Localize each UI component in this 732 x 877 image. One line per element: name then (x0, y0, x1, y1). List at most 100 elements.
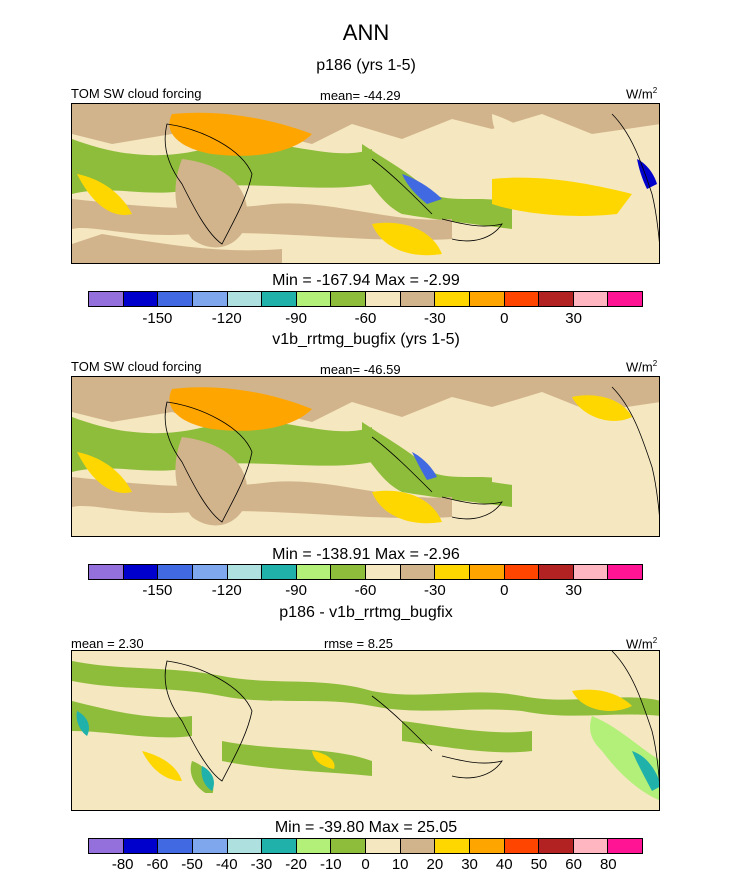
colorbar-swatch (89, 565, 124, 579)
panel-2-minmax: Min = -138.91 Max = -2.96 (272, 546, 460, 563)
panel-2-mean-label: mean= -46.59 (320, 362, 401, 377)
colorbar-tick-label: -150 (142, 310, 173, 327)
colorbar-swatch (262, 565, 297, 579)
colorbar-tick-label: 40 (495, 856, 513, 873)
colorbar-swatch (296, 292, 332, 306)
panel-1-mean-label: mean= -44.29 (320, 88, 401, 103)
panel-1-title: p186 (yrs 1-5) (316, 57, 416, 74)
panel-2-colorbar (88, 564, 643, 580)
colorbar-swatch (573, 292, 609, 306)
colorbar-tick-label: 30 (461, 856, 478, 873)
colorbar-tick-label: -40 (215, 856, 238, 873)
colorbar-tick-label: -150 (142, 582, 173, 599)
panel-2-map (71, 376, 660, 537)
colorbar-tick-label: -50 (181, 856, 203, 873)
colorbar-swatch (435, 565, 470, 579)
colorbar-swatch (400, 292, 436, 306)
panel-1-colorbar-labels: -150 -120 -90 -60 -30 0 30 (88, 310, 643, 328)
colorbar-swatch (504, 292, 540, 306)
colorbar-swatch (608, 292, 642, 306)
colorbar-swatch (296, 565, 332, 579)
colorbar-swatch (504, 565, 540, 579)
panel-2-colorbar-labels: -150 -120 -90 -60 -30 0 30 (88, 582, 643, 600)
panel-3-title: p186 - v1b_rrtmg_bugfix (279, 604, 453, 621)
colorbar-tick-label: -80 (111, 856, 134, 873)
panel-3-minmax: Min = -39.80 Max = 25.05 (274, 819, 458, 836)
colorbar-swatch (539, 292, 574, 306)
colorbar-swatch (227, 565, 263, 579)
colorbar-swatch (469, 292, 505, 306)
colorbar-swatch (435, 292, 470, 306)
colorbar-swatch (608, 839, 642, 853)
colorbar-swatch (123, 839, 159, 853)
colorbar-swatch (539, 839, 574, 853)
colorbar-swatch (400, 839, 436, 853)
colorbar-tick-label: -60 (354, 582, 377, 599)
colorbar-tick-label: 50 (530, 856, 548, 873)
colorbar-tick-label: -30 (424, 310, 446, 327)
panel-1-map (71, 103, 660, 264)
colorbar-swatch (331, 292, 366, 306)
panel-3-map (71, 650, 660, 811)
panel-3-units: W/m2 (626, 636, 658, 652)
colorbar-swatch (366, 839, 401, 853)
colorbar-swatch (192, 292, 228, 306)
colorbar-tick-label: 0 (500, 582, 509, 599)
colorbar-swatch (227, 839, 263, 853)
colorbar-swatch (573, 565, 609, 579)
colorbar-tick-label: 60 (565, 856, 582, 873)
colorbar-swatch (262, 839, 297, 853)
colorbar-tick-label: -20 (285, 856, 307, 873)
colorbar-tick-label: 10 (391, 856, 409, 873)
colorbar-swatch (331, 565, 366, 579)
colorbar-swatch (262, 292, 297, 306)
colorbar-tick-label: -10 (319, 856, 342, 873)
colorbar-swatch (192, 565, 228, 579)
panel-3-rmse-label: rmse = 8.25 (324, 636, 394, 651)
colorbar-swatch (435, 839, 470, 853)
colorbar-swatch (400, 565, 436, 579)
colorbar-tick-label: -120 (211, 582, 242, 599)
colorbar-swatch (123, 565, 159, 579)
colorbar-tick-label: 0 (500, 310, 509, 327)
colorbar-tick-label: 80 (599, 856, 617, 873)
colorbar-swatch (192, 839, 228, 853)
panel-1-minmax: Min = -167.94 Max = -2.99 (272, 272, 460, 289)
colorbar-swatch (608, 565, 642, 579)
colorbar-tick-label: 20 (426, 856, 444, 873)
panel-2-units: W/m2 (626, 359, 658, 375)
panel-1-units: W/m2 (626, 86, 658, 102)
colorbar-swatch (331, 839, 366, 853)
panel-1-variable-label: TOM SW cloud forcing (71, 86, 202, 101)
colorbar-tick-label: 0 (361, 856, 370, 873)
colorbar-tick-label: -60 (146, 856, 169, 873)
colorbar-tick-label: -30 (424, 582, 446, 599)
colorbar-swatch (296, 839, 332, 853)
colorbar-swatch (469, 839, 505, 853)
panel-3-mean-label: mean = 2.30 (71, 636, 144, 651)
panel-2-title: v1b_rrtmg_bugfix (yrs 1-5) (272, 331, 460, 348)
colorbar-swatch (366, 292, 401, 306)
colorbar-tick-label: 30 (565, 582, 582, 599)
main-title: ANN (342, 20, 390, 45)
colorbar-tick-label: -120 (211, 310, 242, 327)
colorbar-swatch (89, 839, 124, 853)
panel-3-colorbar (88, 838, 643, 854)
colorbar-swatch (539, 565, 574, 579)
colorbar-swatch (158, 292, 193, 306)
colorbar-tick-label: -90 (285, 582, 307, 599)
colorbar-swatch (158, 565, 193, 579)
colorbar-swatch (123, 292, 159, 306)
colorbar-swatch (469, 565, 505, 579)
colorbar-tick-label: -30 (250, 856, 273, 873)
panel-1-colorbar (88, 291, 643, 307)
colorbar-swatch (89, 292, 124, 306)
colorbar-tick-label: -60 (354, 310, 377, 327)
colorbar-swatch (158, 839, 193, 853)
colorbar-swatch (504, 839, 540, 853)
panel-3-colorbar-labels: -80 -60 -50 -40 -30 -20 -10 0 10 20 30 40 50 60 80 (88, 856, 643, 874)
colorbar-swatch (573, 839, 609, 853)
colorbar-swatch (227, 292, 263, 306)
colorbar-tick-label: 30 (565, 310, 582, 327)
colorbar-swatch (366, 565, 401, 579)
